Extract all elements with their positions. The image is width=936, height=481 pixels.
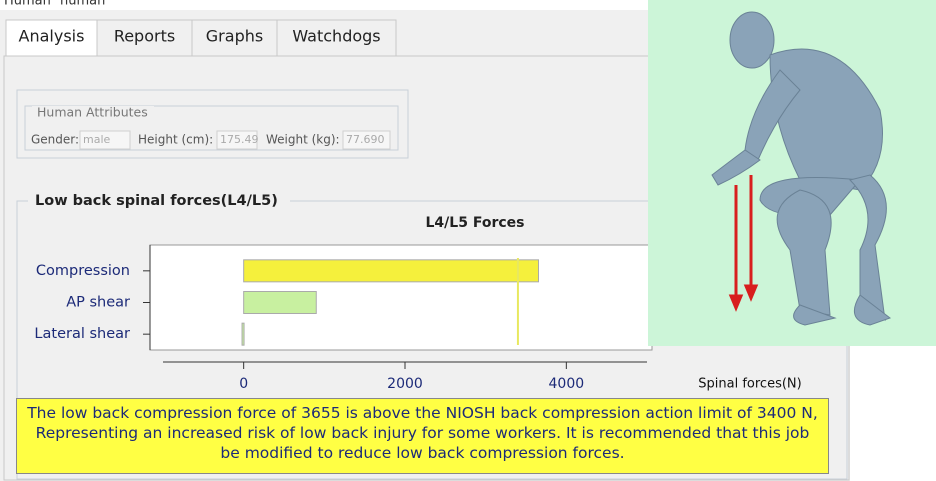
field-box [342, 130, 391, 150]
group-box [16, 89, 409, 159]
group-title: Human Attributes [37, 105, 148, 120]
field-label: Weight (kg): [266, 133, 340, 147]
bar [243, 259, 540, 283]
x-tick-label: 4000 [549, 376, 585, 392]
field-value: 77.690 [346, 133, 385, 146]
window-title: human [60, 0, 105, 9]
x-tick-label: 2000 [387, 376, 423, 392]
tab-label[interactable]: Graphs [206, 27, 263, 46]
bar [243, 291, 317, 314]
field-label: Gender: [31, 133, 79, 147]
x-tick-label: 0 [239, 376, 248, 392]
force-arrows [728, 175, 759, 312]
x-axis-label: Spinal forces(N) [698, 377, 801, 392]
bar [241, 322, 245, 346]
fields: Gender: male Height (cm): 175.49 Weight (kg)… [31, 130, 391, 150]
y-tick-label: AP shear [66, 295, 130, 311]
field-box [79, 130, 131, 150]
y-tick-label: Lateral shear [34, 326, 130, 342]
field-label: Height (cm): [138, 133, 213, 147]
field-value: male [83, 133, 111, 146]
window-title: Human [4, 0, 51, 9]
chart: 0 2000 4000 Spinal forces(N) Compression AP s… [34, 244, 802, 392]
warning-note: The low back compression force of 3655 i… [16, 398, 829, 474]
tab-bar: Analysis Reports Graphs Watchdogs [5, 19, 397, 57]
field-value: 175.49 [220, 133, 259, 146]
group-box [24, 105, 399, 151]
tab[interactable] [5, 19, 98, 57]
tab[interactable] [191, 19, 278, 57]
chart-title: L4/L5 Forces [426, 215, 525, 231]
y-tick-label: Compression [36, 263, 130, 279]
human-figure [711, 11, 892, 326]
section-title: Low back spinal forces(L4/L5) [35, 193, 278, 209]
section-bg [28, 192, 290, 208]
tab-label[interactable]: Reports [114, 27, 175, 46]
tab-label[interactable]: Watchdogs [292, 27, 380, 46]
legend-bg [32, 106, 154, 110]
tab[interactable] [276, 19, 397, 57]
tab-label[interactable]: Analysis [19, 27, 85, 46]
figure-panel [648, 0, 936, 346]
field-box [216, 130, 258, 150]
